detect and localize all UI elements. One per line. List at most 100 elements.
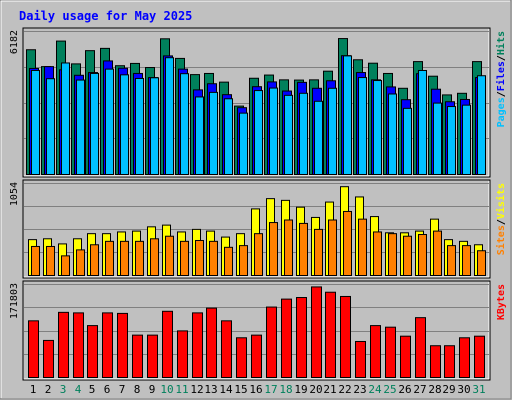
sites-bar — [180, 240, 189, 277]
sites-bar — [284, 219, 293, 276]
kbytes-bar — [132, 334, 143, 378]
x-axis-day-label: 9 — [149, 383, 156, 396]
sites-bar — [31, 245, 40, 276]
x-axis-day-label: 18 — [279, 383, 292, 396]
pages-bar — [254, 90, 263, 175]
pages-bar — [61, 62, 70, 175]
kbytes-bar — [251, 334, 262, 378]
x-axis-day-label: 30 — [457, 383, 470, 396]
sites-bar — [195, 239, 204, 276]
kbytes-bar — [43, 339, 54, 378]
x-axis-day-label: 23 — [353, 383, 366, 396]
visits-legend-item: Sites — [495, 225, 507, 255]
pages-bar — [403, 107, 412, 175]
pages-bar — [358, 77, 367, 175]
kbytes-bar — [58, 311, 69, 378]
kbytes-bar — [296, 297, 307, 378]
pages-bar — [120, 74, 129, 175]
pages-bar — [299, 92, 308, 175]
sites-bar — [224, 246, 233, 276]
kbytes-bar — [87, 325, 98, 378]
pages-bar — [447, 106, 456, 175]
sites-bar — [343, 210, 352, 276]
kbytes-bar — [370, 325, 381, 378]
sites-bar — [239, 245, 248, 276]
hits-ymax-label: 6182 — [9, 30, 20, 54]
kbytes-bar — [430, 345, 441, 379]
x-axis-day-label: 13 — [204, 383, 217, 396]
x-axis-day-label: 14 — [219, 383, 233, 396]
x-axis-day-label: 22 — [338, 383, 351, 396]
kbytes-bar — [117, 312, 128, 378]
pages-bar — [462, 104, 471, 175]
x-axis-day-label: 10 — [160, 383, 173, 396]
pages-bar — [418, 69, 427, 175]
kbytes-bar — [177, 330, 188, 379]
x-axis-day-label: 19 — [294, 383, 307, 396]
hits-legend-item: / — [496, 55, 507, 61]
sites-bar — [46, 245, 55, 276]
x-axis-day-label: 17 — [264, 383, 277, 396]
chart-title: Daily usage for May 2025 — [19, 9, 192, 23]
kbytes-legend-item: KBytes — [496, 284, 507, 320]
kbytes-bar — [459, 337, 470, 378]
pages-bar — [433, 102, 442, 175]
sites-bar — [61, 255, 70, 277]
kbytes-bar — [236, 337, 247, 378]
pages-bar — [373, 80, 382, 175]
sites-bar — [120, 240, 129, 277]
sites-bar — [358, 218, 367, 276]
sites-bar — [165, 235, 174, 277]
x-axis-day-label: 21 — [323, 383, 336, 396]
x-axis-day-label: 31 — [472, 383, 485, 396]
sites-bar — [314, 228, 323, 276]
x-axis-day-label: 25 — [383, 383, 396, 396]
sites-bar — [254, 233, 263, 276]
visits-legend-item: Visits — [495, 183, 507, 219]
pages-bar — [239, 112, 248, 176]
sites-bar — [269, 222, 278, 276]
kbytes-bar — [162, 310, 173, 378]
chart-panels: 6182Pages/Files/Hits1054Sites/Visits1718… — [9, 27, 507, 381]
pages-bar — [269, 87, 278, 175]
sites-bar — [433, 230, 442, 276]
pages-bar — [135, 77, 144, 175]
x-axis-day-label: 26 — [398, 383, 411, 396]
pages-bar — [224, 98, 233, 175]
x-axis-day-label: 11 — [175, 383, 188, 396]
kbytes-bar — [355, 340, 366, 378]
visits-ymax-label: 1054 — [9, 182, 20, 206]
sites-bar — [328, 219, 337, 276]
pages-bar — [343, 55, 352, 175]
pages-bar — [46, 78, 55, 175]
pages-bar — [165, 57, 174, 175]
x-axis-day-label: 5 — [89, 383, 96, 396]
hits-panel — [22, 27, 491, 178]
hits-legend-item: Pages — [496, 97, 507, 127]
x-axis-day-label: 8 — [134, 383, 141, 396]
pages-bar — [328, 87, 337, 175]
pages-bar — [284, 94, 293, 175]
visits-legend: Sites/Visits — [495, 183, 507, 255]
pages-bar — [314, 100, 323, 175]
kbytes-bar — [147, 334, 158, 378]
x-axis-day-label: 29 — [442, 383, 455, 396]
x-axis-day-label: 15 — [234, 383, 247, 396]
kbytes-bar — [221, 320, 232, 378]
sites-bar — [150, 238, 159, 276]
kbytes-bar — [311, 286, 322, 378]
sites-bar — [403, 235, 412, 277]
kbytes-bar — [340, 295, 351, 378]
kbytes-bar — [192, 312, 203, 379]
x-axis-day-label: 7 — [119, 383, 126, 396]
kbytes-bar — [266, 306, 277, 379]
kbytes-bar — [444, 345, 455, 379]
hits-legend: Pages/Files/Hits — [495, 31, 507, 127]
sites-bar — [105, 240, 114, 277]
hits-legend-item: Files — [495, 61, 507, 91]
kbytes-bar — [400, 335, 411, 379]
kbytes-bar — [281, 298, 292, 378]
x-axis-day-label: 3 — [60, 383, 67, 396]
